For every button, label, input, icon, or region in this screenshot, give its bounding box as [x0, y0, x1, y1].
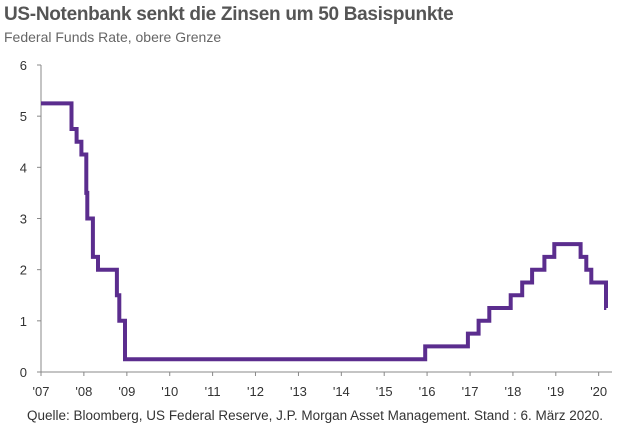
- x-tick-label: '12: [247, 384, 264, 399]
- chart-source-note: Quelle: Bloomberg, US Federal Reserve, J…: [27, 408, 604, 423]
- x-tick-label: '13: [290, 384, 307, 399]
- rate-series-line: [41, 101, 608, 362]
- x-tick-label: '09: [118, 384, 135, 399]
- y-tick-label: 2: [20, 263, 27, 278]
- x-tick-label: '11: [205, 384, 221, 399]
- y-tick-label: 3: [20, 212, 27, 227]
- x-tick-label: '16: [419, 384, 436, 399]
- y-tick-label: 1: [20, 314, 27, 329]
- x-tick-label: '19: [547, 384, 564, 399]
- y-tick-label: 4: [20, 160, 27, 175]
- x-tick-label: '20: [590, 384, 607, 399]
- x-tick-label: '10: [161, 384, 178, 399]
- x-tick-label: '18: [504, 384, 521, 399]
- chart-title: US-Notenbank senkt die Zinsen um 50 Basi…: [4, 4, 454, 25]
- x-tick-label: '14: [333, 384, 350, 399]
- y-tick-label: 0: [20, 365, 27, 380]
- y-tick-label: 5: [20, 109, 27, 124]
- x-tick-label: '07: [33, 384, 50, 399]
- x-tick-label: '15: [376, 384, 393, 399]
- x-tick-label: '17: [462, 384, 479, 399]
- y-tick-label: 6: [20, 58, 27, 73]
- chart-subtitle: Federal Funds Rate, obere Grenze: [4, 29, 222, 45]
- x-tick-label: '08: [75, 384, 92, 399]
